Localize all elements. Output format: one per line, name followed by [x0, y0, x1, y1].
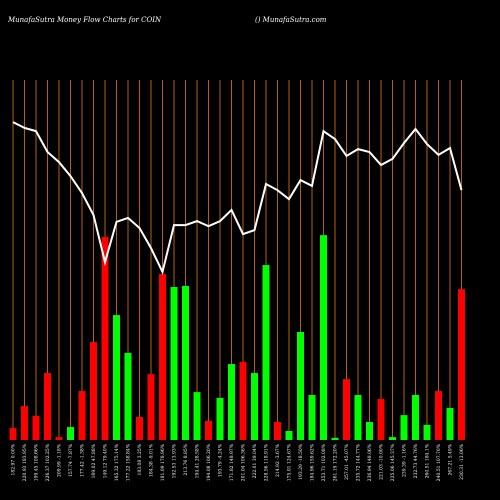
x-tick-label: 157.74 -7.87% — [68, 443, 74, 477]
bar — [262, 265, 270, 440]
x-tick-label: 228.56 118.91% — [264, 443, 270, 481]
x-tick-label: 236.94 148.06% — [367, 443, 373, 481]
x-tick-label: 149.12 79.40% — [103, 443, 109, 478]
x-tick-label: 194.08 106.20% — [206, 443, 212, 481]
x-tick-label: 226.37 102.25% — [45, 443, 51, 481]
chart-subtitle: () MunafaSutra.com — [255, 16, 327, 24]
x-tick-label: 235.72 144.77% — [356, 443, 362, 481]
bar — [90, 342, 97, 440]
bar — [32, 415, 40, 440]
bar — [308, 395, 316, 440]
x-tick-label: 182.97 0.00% — [11, 443, 17, 475]
bar — [159, 274, 166, 440]
bar — [205, 420, 212, 440]
x-tick-label: 199.45 108.66% — [34, 443, 40, 481]
x-tick-label: 194.41 28.58% — [195, 443, 201, 478]
chart-title: MunafaSutra Money Flow Charts for COIN — [7, 16, 162, 24]
bar — [446, 407, 454, 440]
bar — [9, 428, 17, 440]
x-tick-label: 214.92 -3.67% — [275, 443, 281, 477]
x-tick-label: 177.22 158.84% — [126, 443, 132, 481]
bar — [55, 437, 63, 440]
bar — [331, 437, 339, 440]
x-tick-label: 253.71 102.08% — [321, 443, 327, 481]
x-tick-label: 181.09 178.96% — [160, 443, 166, 481]
bar — [354, 395, 362, 440]
bar — [113, 315, 120, 440]
x-tick-label: 261.19 172.20% — [333, 443, 339, 481]
bar — [216, 397, 224, 440]
x-tick-label: 220.93 183.95% — [22, 443, 28, 481]
bar — [147, 374, 155, 440]
x-tick-label: 235.06 145.37% — [390, 443, 396, 481]
bar — [412, 395, 419, 440]
bar — [44, 373, 51, 440]
x-tick-label: 165.32 175.14% — [114, 443, 120, 481]
x-tick-label: 230.31 -13.06% — [459, 443, 465, 480]
bar — [435, 391, 442, 440]
bar — [458, 289, 465, 440]
x-tick-label: 193.29 -18.50% — [298, 443, 304, 480]
bar — [101, 236, 109, 440]
bar — [343, 379, 350, 440]
bar — [182, 285, 189, 440]
x-tick-label: 183.08 3.25% — [137, 443, 143, 475]
bar — [377, 398, 385, 440]
bar — [389, 437, 396, 440]
x-tick-label: 221.03 -10.00% — [379, 443, 385, 480]
bar — [366, 422, 373, 440]
bar — [239, 361, 247, 440]
bar — [274, 422, 281, 440]
bar — [320, 235, 327, 440]
x-tick-label: 171.82 148.97% — [229, 443, 235, 481]
bar — [136, 416, 143, 440]
x-tick-label: 193.79 -4.24% — [218, 443, 224, 477]
x-tick-label: 177.42 -1.38% — [80, 443, 86, 477]
bar — [297, 332, 304, 440]
bar — [423, 424, 431, 440]
x-tick-label: 169.02 47.88% — [91, 443, 97, 478]
x-tick-label: 213.76 8.85% — [183, 443, 189, 475]
x-tick-label: 222.01 39.04% — [252, 443, 258, 478]
x-tick-label: 267.21 5.49% — [448, 443, 454, 475]
x-tick-label: 209.99 -1.18% — [57, 443, 63, 477]
x-tick-label: 192.53 13.93% — [172, 443, 178, 478]
bar — [21, 406, 28, 440]
bar — [400, 415, 408, 440]
x-tick-label: 239.39 -1.16% — [402, 443, 408, 477]
x-tick-label: 184.96 159.62% — [310, 443, 316, 481]
money-flow-line — [12, 121, 463, 275]
bar — [170, 287, 178, 440]
x-tick-label: 175.01 124.67% — [287, 443, 293, 481]
bar — [285, 431, 293, 440]
x-tick-label: 257.01 -45.07% — [344, 443, 350, 480]
bar — [228, 364, 235, 440]
bar — [193, 392, 201, 440]
bar — [78, 391, 86, 440]
x-tick-label: 260.51 184.1% — [425, 443, 431, 478]
x-tick-label: 184.38 -9.01% — [149, 443, 155, 477]
bar — [251, 373, 258, 440]
x-tick-label: 201.04 106.36% — [241, 443, 247, 481]
bar — [124, 352, 132, 440]
x-tick-label: 232.73 44.76% — [413, 443, 419, 478]
x-tick-label: 240.51 107.70% — [436, 443, 442, 481]
bar — [67, 427, 74, 440]
